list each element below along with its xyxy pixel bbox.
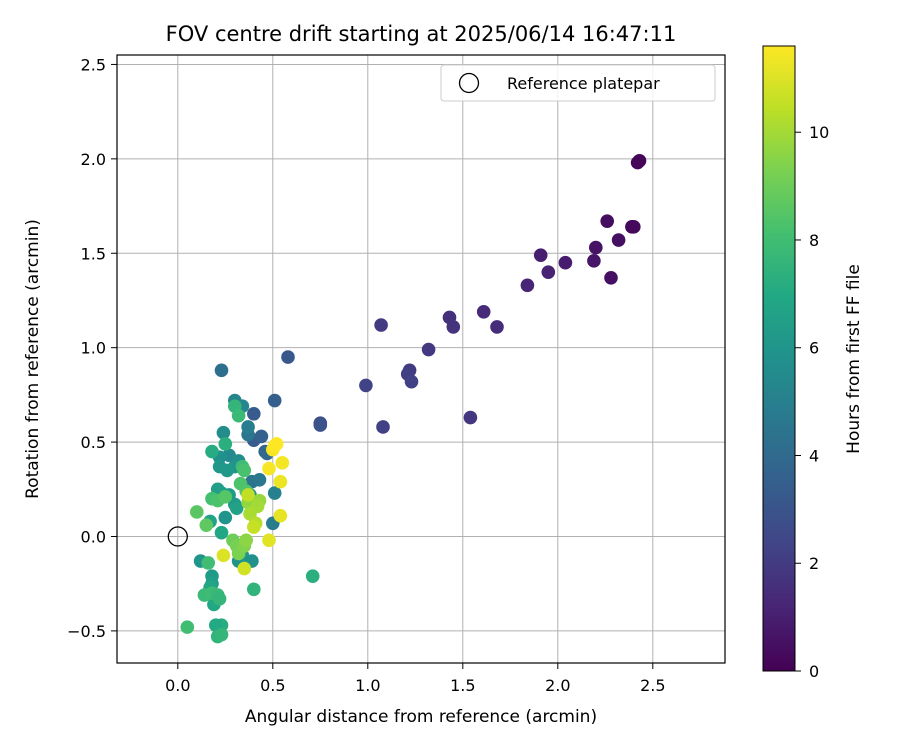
data-point bbox=[201, 556, 215, 570]
data-point bbox=[267, 439, 282, 453]
reference-point bbox=[167, 526, 188, 547]
data-point bbox=[558, 255, 573, 270]
x-tick-label: 0.0 bbox=[165, 676, 190, 695]
data-point bbox=[262, 461, 276, 476]
data-point bbox=[421, 342, 436, 357]
legend-entry: Reference platepar bbox=[507, 74, 660, 93]
colorbar-label: Hours from first FF file bbox=[844, 264, 864, 454]
x-axis-ticks: 0.0 0.5 1.0 1.5 2.0 2.5 bbox=[165, 663, 666, 695]
data-point bbox=[231, 408, 246, 423]
y-tick-label: 1.0 bbox=[81, 339, 106, 358]
data-point bbox=[199, 518, 214, 532]
data-point bbox=[254, 429, 269, 444]
data-point bbox=[239, 533, 253, 548]
data-point bbox=[252, 473, 267, 487]
data-point bbox=[218, 510, 233, 525]
data-point bbox=[275, 456, 290, 470]
data-point bbox=[237, 561, 252, 576]
data-point bbox=[241, 420, 255, 434]
x-tick-label: 2.5 bbox=[640, 676, 665, 695]
data-point bbox=[214, 525, 229, 540]
plot-frame bbox=[116, 54, 726, 664]
data-point bbox=[247, 406, 261, 421]
data-point bbox=[212, 592, 227, 606]
data-point bbox=[241, 488, 255, 502]
reference-marker bbox=[167, 526, 188, 547]
data-point bbox=[218, 490, 233, 504]
x-tick-label: 1.0 bbox=[355, 676, 380, 695]
y-axis-label: Rotation from reference (arcmin) bbox=[23, 219, 43, 499]
y-axis-ticks: −0.5 0.0 0.5 1.0 1.5 2.0 2.5 bbox=[67, 55, 117, 641]
legend: Reference platepar bbox=[440, 64, 716, 102]
grid-lines bbox=[117, 55, 725, 663]
colorbar-tick-label: 0 bbox=[809, 662, 819, 681]
data-point bbox=[180, 620, 195, 634]
data-point bbox=[281, 350, 295, 364]
y-tick-label: 2.0 bbox=[81, 150, 106, 169]
data-point bbox=[313, 418, 328, 432]
colorbar-tick-label: 4 bbox=[809, 446, 819, 465]
data-point bbox=[273, 474, 288, 489]
data-point bbox=[463, 410, 478, 425]
colorbar-gradient bbox=[762, 45, 796, 672]
data-point bbox=[214, 363, 229, 378]
data-point bbox=[190, 505, 204, 519]
data-point bbox=[376, 420, 390, 434]
data-point bbox=[273, 508, 288, 523]
colorbar-ticks: 0 2 4 6 8 10 bbox=[795, 123, 829, 681]
x-tick-label: 1.5 bbox=[450, 676, 475, 695]
data-point bbox=[218, 437, 233, 451]
y-tick-label: 0.5 bbox=[81, 433, 106, 452]
data-point bbox=[632, 153, 647, 168]
data-point bbox=[247, 520, 261, 534]
data-point bbox=[247, 582, 261, 597]
data-point bbox=[374, 318, 388, 332]
colorbar-tick-label: 10 bbox=[809, 123, 829, 142]
data-point bbox=[600, 214, 614, 228]
data-point bbox=[533, 248, 548, 262]
y-tick-label: 1.5 bbox=[81, 244, 106, 263]
data-point bbox=[216, 548, 231, 563]
x-axis-label: Angular distance from reference (arcmin) bbox=[245, 707, 597, 727]
data-point bbox=[205, 444, 219, 459]
data-point bbox=[446, 320, 461, 334]
data-point bbox=[490, 320, 504, 334]
colorbar: 0 2 4 6 8 10 Hours from first FF file bbox=[762, 45, 864, 681]
data-point bbox=[404, 374, 419, 389]
data-point bbox=[611, 233, 626, 247]
data-point bbox=[216, 425, 231, 440]
y-tick-label: 2.5 bbox=[81, 55, 106, 74]
data-point bbox=[214, 627, 229, 642]
colorbar-tick-label: 8 bbox=[809, 231, 819, 250]
x-tick-label: 2.0 bbox=[545, 676, 570, 695]
colorbar-tick-label: 2 bbox=[809, 554, 819, 573]
data-point bbox=[220, 463, 234, 478]
legend-marker-icon bbox=[458, 72, 480, 94]
data-point bbox=[587, 254, 601, 268]
chart-title: FOV centre drift starting at 2025/06/14 … bbox=[166, 22, 677, 46]
data-point bbox=[262, 533, 276, 548]
x-tick-label: 0.5 bbox=[260, 676, 285, 695]
y-tick-label: −0.5 bbox=[67, 622, 106, 641]
data-point bbox=[520, 278, 535, 293]
data-point bbox=[267, 486, 282, 500]
y-tick-label: 0.0 bbox=[81, 527, 106, 546]
data-point bbox=[541, 265, 556, 279]
data-point bbox=[305, 569, 320, 583]
data-point bbox=[476, 304, 491, 319]
data-point bbox=[627, 220, 641, 234]
data-point bbox=[604, 271, 618, 285]
data-point bbox=[267, 393, 282, 408]
data-point bbox=[589, 240, 603, 255]
data-point bbox=[359, 378, 373, 393]
data-points bbox=[180, 153, 647, 644]
data-point bbox=[237, 463, 252, 478]
colorbar-tick-label: 6 bbox=[809, 339, 819, 358]
legend-box bbox=[440, 64, 716, 102]
data-point bbox=[229, 501, 244, 515]
